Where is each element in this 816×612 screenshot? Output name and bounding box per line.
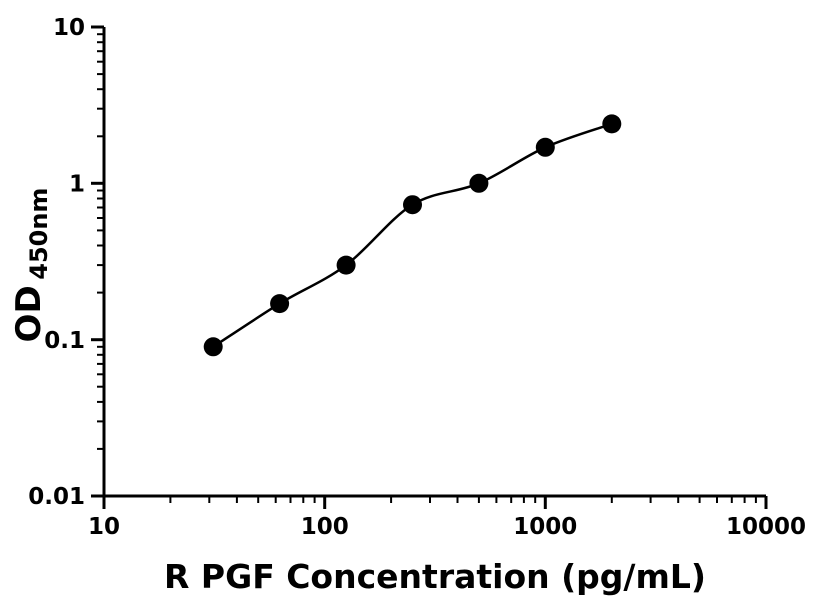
x-tick-label: 10000 (726, 514, 806, 540)
x-tick-label: 10 (88, 514, 120, 540)
y-tick-label: 0.1 (44, 328, 85, 354)
major-ticks (91, 25, 768, 509)
data-point (203, 337, 223, 357)
y-tick-label: 1 (69, 171, 85, 197)
x-tick-label: 1000 (513, 514, 577, 540)
y-axis-label-main: OD (9, 285, 49, 342)
data-point (270, 294, 290, 314)
data-points (203, 114, 622, 357)
data-point (336, 255, 356, 275)
axes (102, 27, 766, 498)
axis-tick-labels: 10 100 1000 10000 0.01 0.1 1 10 (28, 15, 806, 540)
data-point (602, 114, 622, 134)
data-point (535, 137, 555, 157)
y-axis-label: OD 450nm (9, 188, 53, 343)
y-axis-label-subscript: 450nm (25, 188, 53, 280)
y-tick-label: 10 (53, 15, 85, 41)
fit-curve (212, 122, 613, 348)
minor-ticks (97, 33, 757, 503)
data-point (469, 173, 489, 193)
data-point (403, 195, 422, 215)
y-tick-label: 0.01 (28, 484, 85, 510)
x-tick-label: 100 (301, 514, 349, 540)
x-axis-label: R PGF Concentration (pg/mL) (164, 557, 706, 596)
